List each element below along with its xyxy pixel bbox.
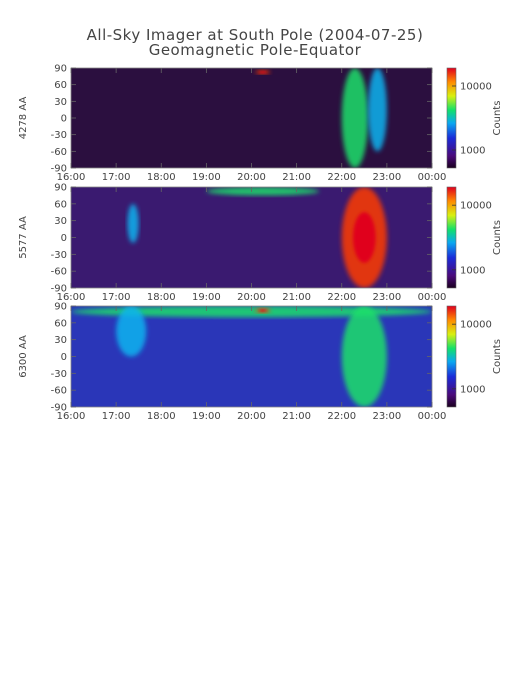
y-tick-label: -90 xyxy=(51,403,67,414)
y-tick-label: 90 xyxy=(54,64,67,75)
heatmap-feature xyxy=(341,306,387,407)
x-tick-label: 22:00 xyxy=(327,172,356,183)
heatmap-feature-core xyxy=(353,212,376,263)
x-tick-label: 22:00 xyxy=(327,292,356,303)
y-tick-label: 90 xyxy=(54,183,67,194)
x-tick-label: 18:00 xyxy=(147,292,176,303)
x-tick-label: 16:00 xyxy=(57,411,86,422)
y-axis-label: 4278 AA xyxy=(18,97,29,140)
chart-title: All-Sky Imager at South Pole (2004-07-25… xyxy=(87,26,424,44)
colorbar-tick-label: 10000 xyxy=(460,320,492,331)
heatmap-feature-core xyxy=(259,309,267,312)
x-tick-label: 00:00 xyxy=(418,172,447,183)
y-axis-label: 5577 AA xyxy=(18,216,29,259)
y-tick-label: -60 xyxy=(51,267,67,278)
x-tick-label: 19:00 xyxy=(192,172,221,183)
heatmap-feature xyxy=(116,306,147,357)
x-tick-label: 00:00 xyxy=(418,292,447,303)
colorbar-tick-label: 1000 xyxy=(460,384,485,395)
x-tick-label: 20:00 xyxy=(237,411,266,422)
y-tick-label: 60 xyxy=(54,318,67,329)
x-tick-label: 21:00 xyxy=(282,411,311,422)
y-tick-label: -60 xyxy=(51,386,67,397)
y-tick-label: 30 xyxy=(54,97,67,108)
chart-subtitle: Geomagnetic Pole-Equator xyxy=(149,41,362,59)
x-tick-label: 23:00 xyxy=(372,172,401,183)
x-tick-label: 21:00 xyxy=(282,172,311,183)
y-tick-label: 0 xyxy=(61,352,67,363)
colorbar-label: Counts xyxy=(492,101,503,136)
x-tick-label: 23:00 xyxy=(372,292,401,303)
x-tick-label: 16:00 xyxy=(57,172,86,183)
x-tick-label: 19:00 xyxy=(192,292,221,303)
colorbar-label: Counts xyxy=(492,220,503,255)
heatmap-feature xyxy=(127,203,139,244)
x-tick-label: 20:00 xyxy=(237,292,266,303)
heatmap-feature xyxy=(206,187,320,196)
y-tick-label: 0 xyxy=(61,114,67,125)
x-tick-label: 16:00 xyxy=(57,292,86,303)
y-tick-label: -90 xyxy=(51,164,67,175)
x-tick-label: 17:00 xyxy=(102,292,131,303)
colorbar xyxy=(446,305,457,408)
y-tick-label: 30 xyxy=(54,216,67,227)
y-tick-label: -60 xyxy=(51,147,67,158)
x-tick-label: 20:00 xyxy=(237,172,266,183)
y-tick-label: 0 xyxy=(61,233,67,244)
y-tick-label: 60 xyxy=(54,199,67,210)
colorbar xyxy=(446,67,457,169)
colorbar-tick-label: 1000 xyxy=(460,265,485,276)
colorbar-tick-label: 1000 xyxy=(460,146,485,157)
x-tick-label: 22:00 xyxy=(327,411,356,422)
colorbar xyxy=(446,186,457,289)
heatmap-feature-core xyxy=(259,71,267,74)
y-tick-label: 30 xyxy=(54,335,67,346)
heatmap-feature xyxy=(368,68,387,152)
x-tick-label: 18:00 xyxy=(147,411,176,422)
heatmap-feature xyxy=(341,68,369,168)
y-tick-label: -90 xyxy=(51,284,67,295)
y-tick-label: -30 xyxy=(51,130,67,141)
x-tick-label: 17:00 xyxy=(102,172,131,183)
y-tick-label: 90 xyxy=(54,302,67,313)
y-axis-label: 6300 AA xyxy=(18,335,29,378)
x-tick-label: 23:00 xyxy=(372,411,401,422)
colorbar-tick-label: 10000 xyxy=(460,82,492,93)
colorbar-tick-label: 10000 xyxy=(460,201,492,212)
x-tick-label: 19:00 xyxy=(192,411,221,422)
x-tick-label: 17:00 xyxy=(102,411,131,422)
x-tick-label: 00:00 xyxy=(418,411,447,422)
y-tick-label: 60 xyxy=(54,80,67,91)
x-tick-label: 18:00 xyxy=(147,172,176,183)
colorbar-label: Counts xyxy=(492,339,503,374)
y-tick-label: -30 xyxy=(51,369,67,380)
y-tick-label: -30 xyxy=(51,250,67,261)
x-tick-label: 21:00 xyxy=(282,292,311,303)
